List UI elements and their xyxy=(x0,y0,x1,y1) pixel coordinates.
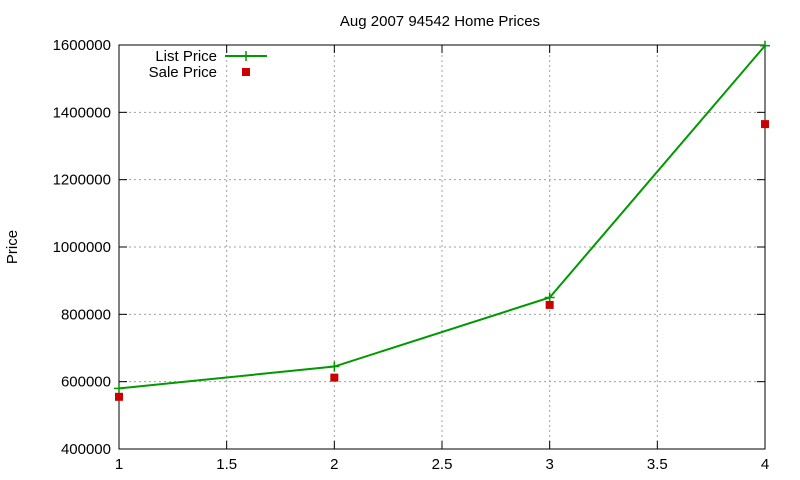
sale-price-point xyxy=(330,373,339,382)
x-tick-label: 3.5 xyxy=(647,456,668,473)
x-tick-label: 3 xyxy=(545,456,553,473)
list-price-line xyxy=(118,45,766,390)
x-tick-label: 2 xyxy=(330,456,338,473)
y-tick-label: 1000000 xyxy=(53,239,111,256)
list-price-point xyxy=(329,361,340,372)
y-tick-label: 1600000 xyxy=(53,37,111,54)
list-price-point xyxy=(760,40,770,51)
y-tick-label: 1400000 xyxy=(53,104,111,121)
x-tick-label: 1 xyxy=(115,456,123,473)
x-tick-label: 2.5 xyxy=(432,456,453,473)
data-marks xyxy=(114,40,770,401)
y-tick-label: 1200000 xyxy=(53,172,111,189)
sale-price-point xyxy=(545,300,554,309)
axis-ticks: 400000 600000 800000 1000000 1200000 1400000 1… xyxy=(53,37,770,473)
list-price-point xyxy=(114,383,124,394)
x-tick-label: 4 xyxy=(761,456,769,473)
list-price-point xyxy=(544,292,555,303)
sale-price-point xyxy=(761,120,769,129)
y-tick-label: 400000 xyxy=(61,441,111,458)
chart-title: Aug 2007 94542 Home Prices xyxy=(340,13,540,30)
y-tick-label: 800000 xyxy=(61,306,111,323)
x-tick-label: 1.5 xyxy=(216,456,237,473)
sale-price-point xyxy=(115,392,123,401)
legend-list-price-label: List Price xyxy=(155,48,217,65)
legend-sale-price-label: Sale Price xyxy=(149,64,217,81)
grid-lines xyxy=(119,45,765,449)
y-tick-label: 600000 xyxy=(61,374,111,391)
y-axis-label: Price xyxy=(4,230,21,264)
legend-sale-price-marker xyxy=(242,68,250,76)
